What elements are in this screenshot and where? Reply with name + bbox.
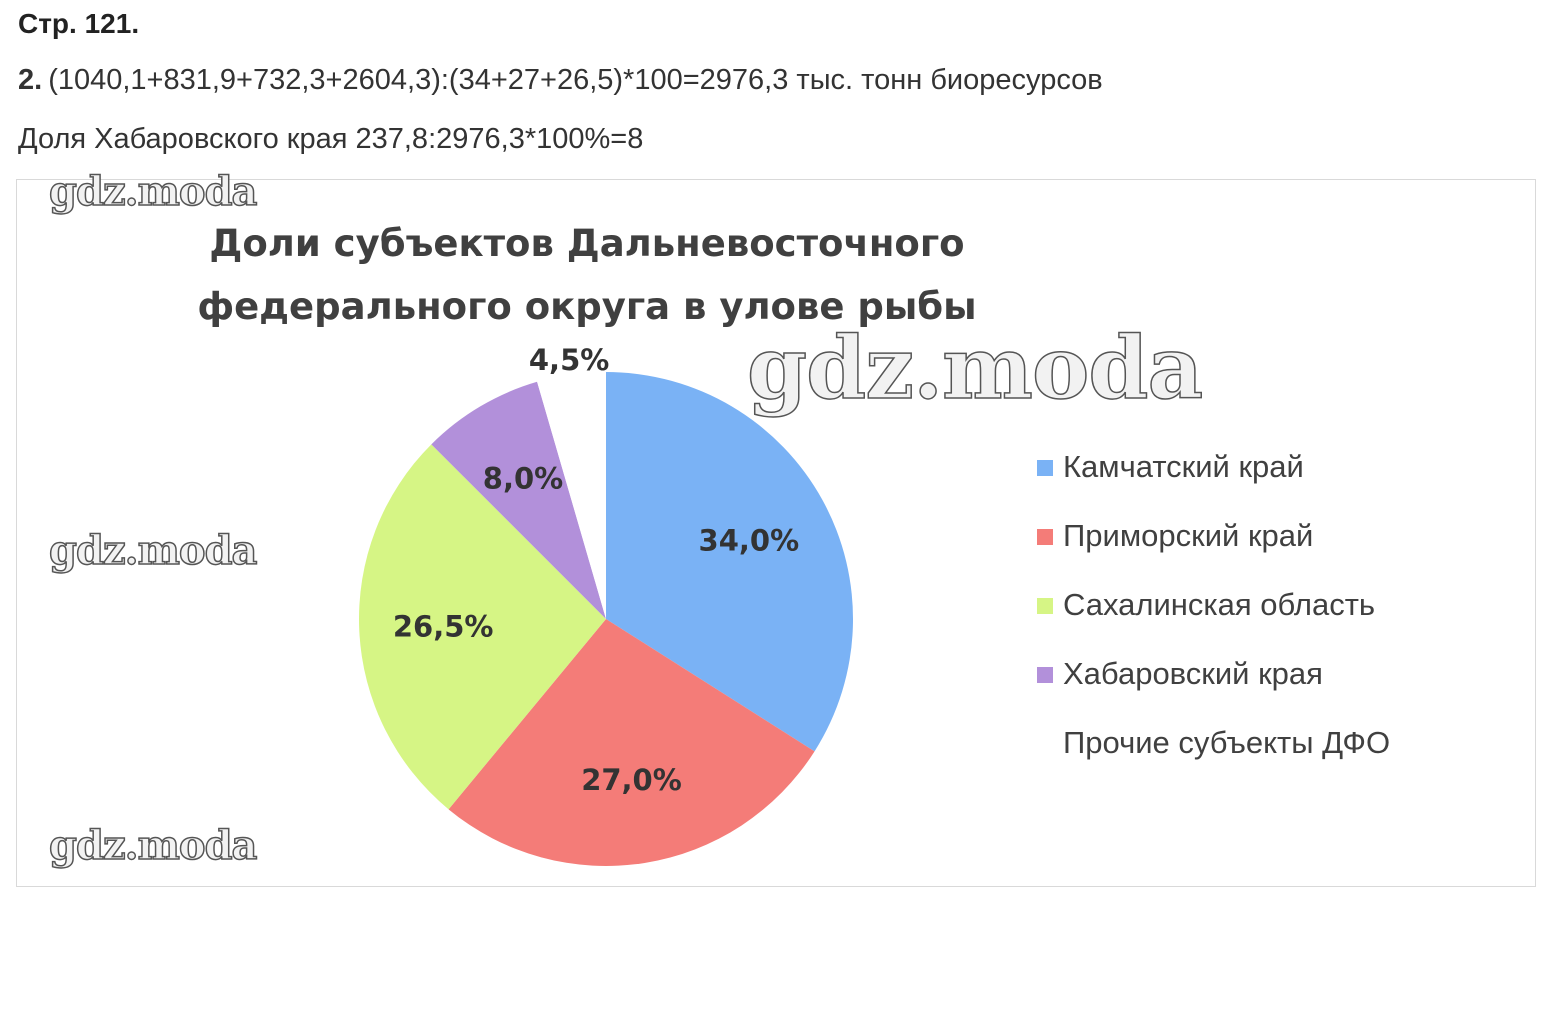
slice-label-2: 27,0% bbox=[581, 763, 682, 797]
legend-swatch bbox=[1037, 529, 1053, 545]
pie-slice-5 bbox=[537, 372, 606, 619]
pie-chart: 34,0% 27,0% 26,5% 8,0% 4,5% Доли субъектов Д… bbox=[16, 167, 1536, 887]
slice-label-1: 34,0% bbox=[699, 523, 800, 557]
watermark-bottom-left: gdz.moda bbox=[48, 821, 258, 870]
pie-slice-1 bbox=[606, 372, 854, 752]
watermark-center: gdz.moda bbox=[746, 317, 1204, 420]
page-reference: Стр. 121. bbox=[18, 8, 140, 39]
pie-slice-3 bbox=[358, 444, 606, 810]
pie-slice-4 bbox=[431, 381, 606, 619]
pie-slice-2 bbox=[448, 619, 815, 866]
legend-swatch bbox=[1037, 667, 1053, 683]
share-line: Доля Хабаровского края 237,8:2976,3*100%… bbox=[18, 123, 644, 155]
pie-plot: 34,0% 27,0% 26,5% 8,0% 4,5% bbox=[358, 343, 854, 866]
legend-label: Прочие субъекты ДФО bbox=[1063, 725, 1391, 760]
chart-title: Доли субъектов Дальневосточного федераль… bbox=[197, 222, 977, 328]
legend-label: Камчатский край bbox=[1063, 449, 1304, 484]
formula-line: 2. (1040,1+831,9+732,3+2604,3):(34+27+26,… bbox=[18, 64, 1103, 97]
formula-text: (1040,1+831,9+732,3+2604,3):(34+27+26,5)… bbox=[48, 64, 1103, 96]
legend-swatch bbox=[1037, 736, 1053, 752]
legend-swatch bbox=[1037, 598, 1053, 614]
slice-label-5: 4,5% bbox=[529, 343, 609, 377]
legend-label: Приморский край bbox=[1063, 518, 1314, 553]
slice-label-4: 8,0% bbox=[483, 462, 563, 496]
legend-swatch bbox=[1037, 460, 1053, 476]
legend-label: Сахалинская область bbox=[1063, 587, 1376, 622]
legend-label: Хабаровский края bbox=[1063, 656, 1323, 691]
slice-label-3: 26,5% bbox=[393, 610, 494, 644]
task-number: 2. bbox=[18, 64, 43, 96]
watermark-top-left: gdz.moda bbox=[48, 167, 258, 216]
watermark-middle-left: gdz.moda bbox=[48, 526, 258, 575]
